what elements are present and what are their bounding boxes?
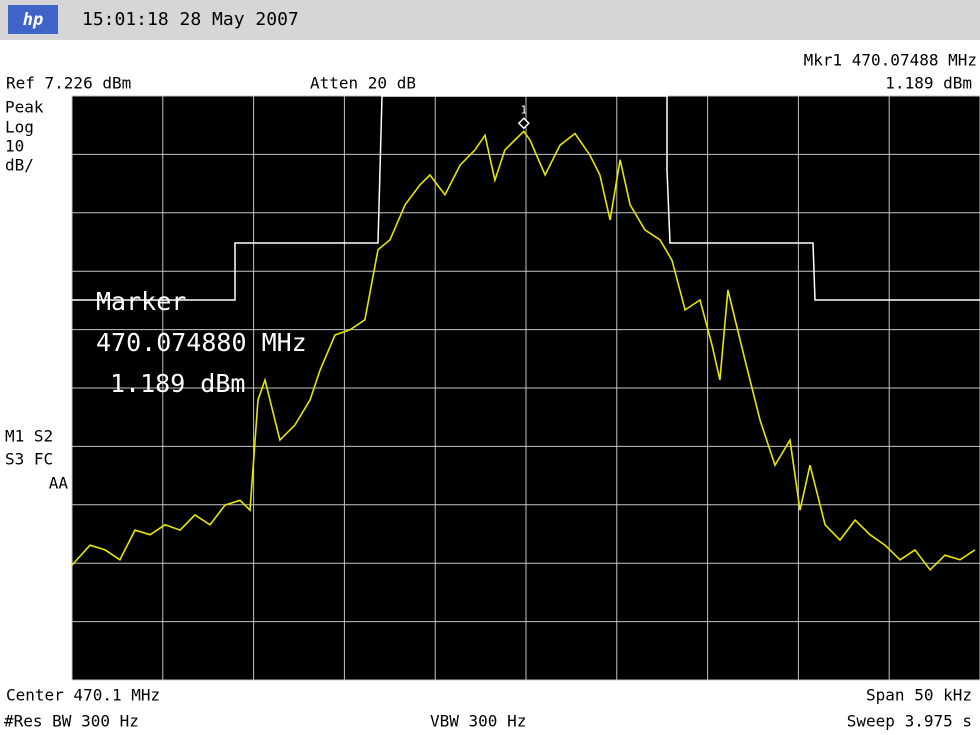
hp-logo-text: hp [23,10,43,30]
top-bar [0,0,980,40]
limit-mask [72,95,980,301]
marker-level: 1.189 dBm [885,74,972,93]
sweep: Sweep 3.975 s [847,712,972,731]
status: AA [49,474,69,493]
marker-value: 1.189 dBm [110,369,245,398]
scale-type: Log [5,118,34,137]
marker-frequency: 470.074880 MHz [96,328,307,357]
grid [71,95,980,681]
res-bw: #Res BW 300 Hz [4,712,139,731]
marker-title: Marker [96,287,186,316]
trace [71,130,976,572]
center-frequency: Center 470.1 MHz [6,686,160,705]
detector: Peak [5,98,44,117]
status: S3 FC [5,450,53,469]
marker-number: 1 [521,103,528,116]
attenuation: Atten 20 dB [310,74,416,93]
timestamp: 15:01:18 28 May 2007 [82,9,299,30]
ref-level: Ref 7.226 dBm [6,74,131,93]
scale-unit: dB/ [5,156,34,175]
hp-logo [8,5,58,34]
status: M1 S2 [5,427,53,446]
marker-diamond [517,117,530,130]
marker-readout: Mkr1 470.07488 MHz [804,51,977,70]
vbw: VBW 300 Hz [430,712,526,731]
scale-per-div: 10 [5,137,24,156]
span: Span 50 kHz [866,686,972,705]
